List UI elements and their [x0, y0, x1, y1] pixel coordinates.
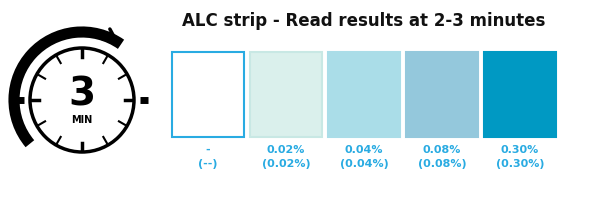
- Text: (0.30%): (0.30%): [496, 159, 544, 169]
- Bar: [250, 52, 322, 137]
- Text: 0.30%: 0.30%: [501, 145, 539, 155]
- Text: -: -: [206, 145, 211, 155]
- Text: 0.04%: 0.04%: [345, 145, 383, 155]
- Text: (0.02%): (0.02%): [262, 159, 310, 169]
- Bar: [484, 52, 556, 137]
- Text: ALC strip - Read results at 2-3 minutes: ALC strip - Read results at 2-3 minutes: [182, 12, 545, 30]
- Bar: [172, 52, 244, 137]
- Text: (0.04%): (0.04%): [340, 159, 388, 169]
- Text: 0.08%: 0.08%: [423, 145, 461, 155]
- Bar: [406, 52, 478, 137]
- Text: MIN: MIN: [71, 115, 92, 125]
- Text: (--): (--): [198, 159, 218, 169]
- Text: 0.02%: 0.02%: [267, 145, 305, 155]
- Text: (0.08%): (0.08%): [418, 159, 466, 169]
- Circle shape: [30, 48, 134, 152]
- Bar: [328, 52, 400, 137]
- Text: 3: 3: [68, 76, 95, 114]
